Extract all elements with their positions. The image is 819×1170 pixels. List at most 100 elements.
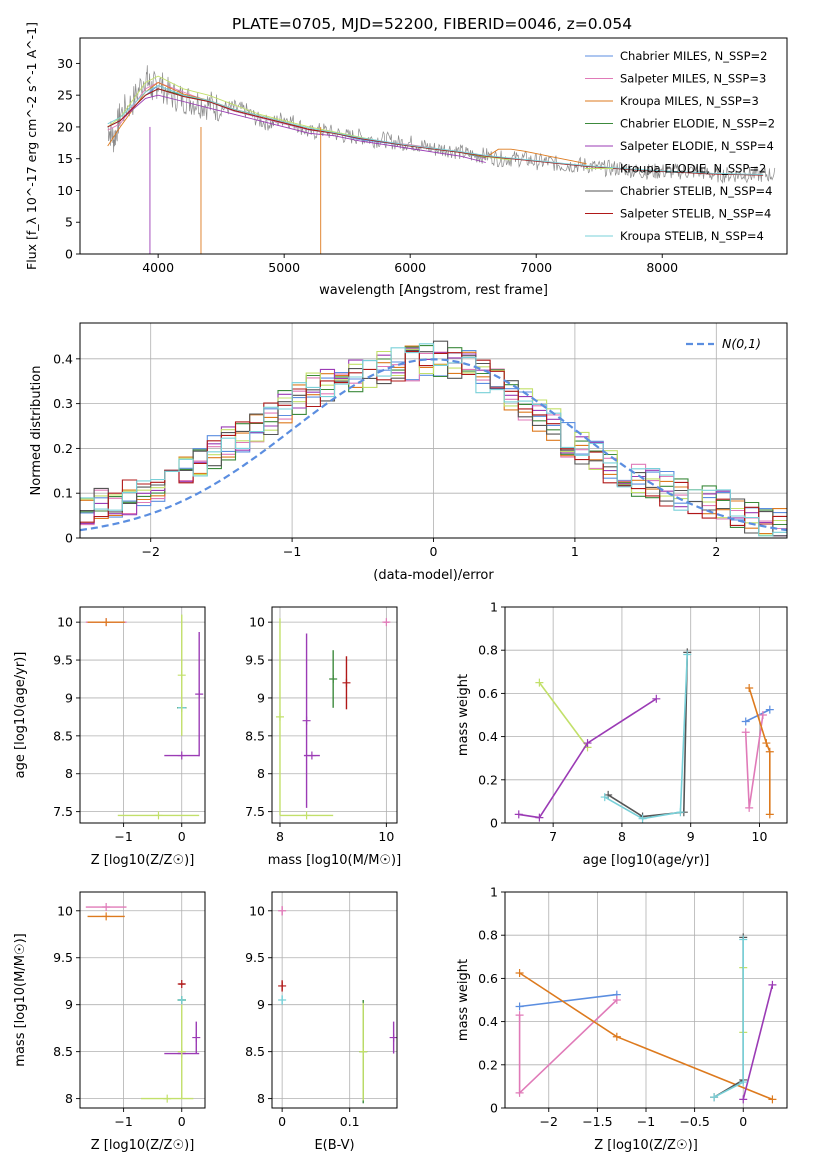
data-point xyxy=(745,803,754,812)
legend-entry: Kroupa MILES, N_SSP=3 xyxy=(620,94,759,108)
legend-entry: Chabrier ELODIE, N_SSP=2 xyxy=(620,117,775,131)
plot-area-age-vs-mass xyxy=(275,618,391,820)
y-tick-label: 10 xyxy=(57,903,73,918)
data-point xyxy=(741,717,750,726)
data-point xyxy=(307,751,316,760)
y-tick-label: 8 xyxy=(257,1091,265,1106)
panel-mass-vs-metallicity: −1 0 8 8.5 9 9.5 10 Z [log10(Z/Z☉)] mass [log10(… xyxy=(13,891,206,1153)
axes-frame xyxy=(79,606,206,824)
y-tick-label: 8 xyxy=(257,766,265,781)
data-point xyxy=(177,671,186,680)
x-tick-label: 0 xyxy=(278,1114,286,1129)
data-point xyxy=(515,1088,524,1097)
y-tick-label: 9 xyxy=(65,997,73,1012)
axes-frame xyxy=(79,322,788,539)
model-kroupa_stelib xyxy=(107,85,764,176)
x-tick-label: 0 xyxy=(178,829,186,844)
y-tick-label: 0 xyxy=(65,247,73,262)
y-tick-label: 10 xyxy=(57,183,73,198)
x-axis-label: wavelength [Angstrom, rest frame] xyxy=(319,283,548,298)
y-tick-label: 10 xyxy=(249,615,265,630)
data-point xyxy=(535,813,544,822)
data-point xyxy=(359,1047,368,1056)
data-point xyxy=(177,751,186,760)
x-axis-label: (data-model)/error xyxy=(373,568,494,583)
y-tick-label: 9.5 xyxy=(53,653,73,668)
data-point xyxy=(275,712,284,721)
series-line-kroupa_stelib xyxy=(604,654,689,820)
legend-entry: N(0,1) xyxy=(722,336,761,351)
y-tick-label: 7.5 xyxy=(245,804,265,819)
legend-entry: Kroupa STELIB, N_SSP=4 xyxy=(620,229,764,243)
y-tick-label: 0 xyxy=(490,816,498,831)
y-axis-label: mass [log10(M/M☉)] xyxy=(13,933,28,1066)
x-tick-label: 8 xyxy=(618,829,626,844)
plot-area-mass-vs-metallicity xyxy=(85,903,201,1103)
y-tick-label: 9 xyxy=(257,997,265,1012)
y-tick-label: 0.8 xyxy=(478,928,498,943)
y-tick-label: 25 xyxy=(57,88,73,103)
x-tick-label: −2 xyxy=(540,1114,558,1129)
data-point xyxy=(768,1095,777,1104)
data-point xyxy=(652,694,661,703)
panel-age-vs-mass: 8 10 7.5 8 8.5 9 9.5 10 mass [log10(M/M☉)] xyxy=(245,606,401,868)
data-point xyxy=(154,811,163,820)
figure-title: PLATE=0705, MJD=52200, FIBERID=0046, z=0… xyxy=(232,15,632,33)
data-point xyxy=(768,980,777,989)
y-axis-label: age [log10(age/yr)] xyxy=(13,652,28,779)
y-axis-label: mass weight xyxy=(456,674,471,756)
legend-entry: Chabrier STELIB, N_SSP=4 xyxy=(620,184,772,198)
data-point xyxy=(302,811,311,820)
x-tick-label: 5000 xyxy=(268,260,300,275)
series-line-salpeter_elodie xyxy=(518,698,657,819)
y-tick-label: 1 xyxy=(490,600,498,615)
x-tick-label: 7000 xyxy=(520,260,552,275)
data-point xyxy=(676,808,685,817)
y-tick-label: 8 xyxy=(65,766,73,781)
y-tick-label: 0 xyxy=(65,531,73,546)
y-tick-label: 9.5 xyxy=(245,950,265,965)
data-point xyxy=(600,793,609,802)
y-tick-label: 15 xyxy=(57,151,73,166)
y-tick-label: 9 xyxy=(257,690,265,705)
y-tick-label: 0.2 xyxy=(478,772,498,787)
y-tick-label: 10 xyxy=(249,903,265,918)
y-tick-label: 7.5 xyxy=(53,804,73,819)
histogram-kroupa_elodie xyxy=(80,348,787,536)
x-tick-label: 4000 xyxy=(142,260,174,275)
axes-frame xyxy=(504,891,788,1109)
data-point xyxy=(683,650,692,659)
legend-entry: Kroupa ELODIE, N_SSP=2 xyxy=(620,162,766,176)
data-point xyxy=(745,684,754,692)
series-line-chabrier_miles xyxy=(519,993,617,1008)
data-point xyxy=(765,705,774,714)
data-point xyxy=(765,810,774,819)
x-tick-label: 0 xyxy=(178,1114,186,1129)
series-line-salpeter_elodie xyxy=(742,984,774,1100)
data-point xyxy=(739,1095,748,1104)
plot-area-age-vs-metallicity xyxy=(85,614,204,820)
y-tick-label: 0.4 xyxy=(478,1014,498,1029)
y-tick-label: 5 xyxy=(65,215,73,230)
x-axis-label: Z [log10(Z/Z☉)] xyxy=(91,853,195,868)
data-point xyxy=(195,690,204,699)
legend-entry: Salpeter ELODIE, N_SSP=4 xyxy=(620,139,774,153)
plot-area-residuals xyxy=(80,340,787,537)
data-point xyxy=(739,1078,748,1087)
data-point xyxy=(535,678,544,687)
normal-distribution-curve xyxy=(80,358,787,532)
x-tick-label: 1 xyxy=(571,544,579,559)
data-point xyxy=(102,912,111,921)
y-tick-label: 8.5 xyxy=(245,728,265,743)
data-point xyxy=(515,1002,524,1011)
data-point xyxy=(765,747,774,756)
x-tick-label: 8 xyxy=(276,829,284,844)
panel-weight-vs-metallicity: −2 −1.5 −1 −0.5 0 0 0.2 0.4 0.6 0.8 1 Z [log10(Z/Z☉… xyxy=(456,885,788,1153)
data-point xyxy=(102,903,111,912)
plot-area-weight-vs-metallicity xyxy=(515,933,777,1104)
y-tick-label: 0.2 xyxy=(53,441,73,456)
panel-residuals: −2 −1 0 1 2 0 0.1 0.2 0.3 0.4 (data-model)/error No… xyxy=(29,322,788,583)
data-point xyxy=(192,1033,201,1042)
plot-area-weight-vs-age xyxy=(514,648,774,823)
x-tick-label: 0 xyxy=(739,1114,747,1129)
